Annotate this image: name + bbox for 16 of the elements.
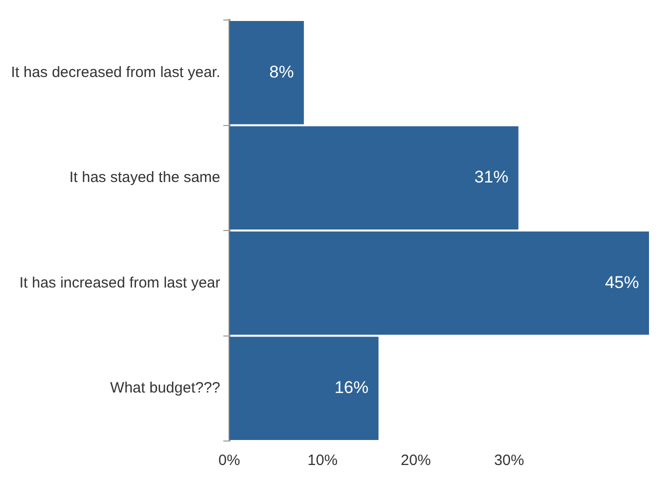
x-tick-label: 10% xyxy=(308,452,338,470)
data-label: 31% xyxy=(474,168,508,187)
bar xyxy=(229,21,304,124)
x-tick-label: 20% xyxy=(400,452,431,470)
bar xyxy=(229,336,379,440)
y-tick-label: What budget??? xyxy=(110,380,220,397)
y-tick-label: It has stayed the same xyxy=(69,169,220,186)
data-label: 45% xyxy=(604,272,639,292)
bar xyxy=(229,126,518,230)
data-label: 8% xyxy=(269,62,294,82)
bar xyxy=(229,232,649,335)
y-tick-label: It has increased from last year xyxy=(19,274,220,292)
x-tick-label: 30% xyxy=(494,452,524,470)
x-tick-label: 0% xyxy=(218,452,240,470)
y-tick-label: It has decreased from last year. xyxy=(10,64,220,81)
data-label: 16% xyxy=(334,378,369,398)
